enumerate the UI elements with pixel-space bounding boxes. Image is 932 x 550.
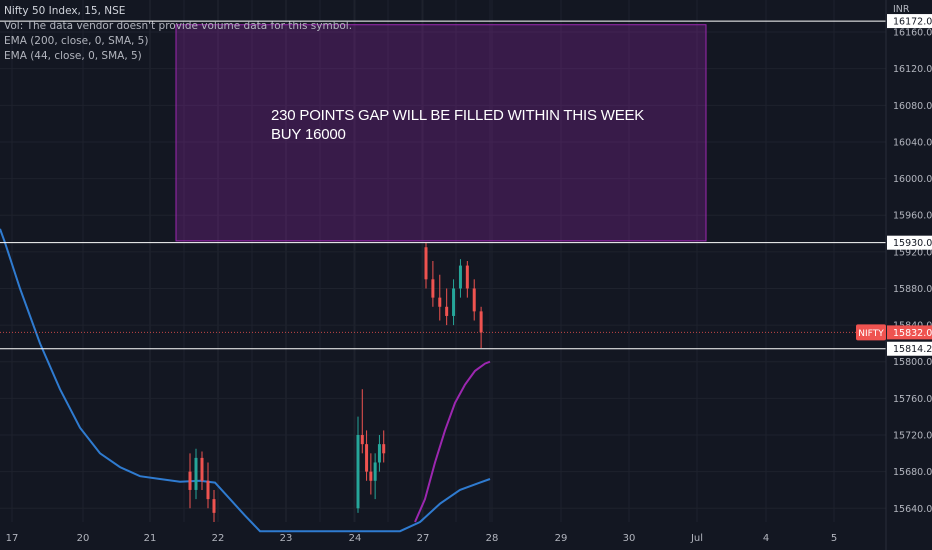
candle-body[interactable] xyxy=(206,480,210,500)
horizontal-line-tag xyxy=(887,14,932,29)
candle-body[interactable] xyxy=(365,444,369,472)
y-tick-label: 16160.00 xyxy=(893,28,932,39)
last-price-tag xyxy=(887,325,932,340)
symbol-tag[interactable] xyxy=(856,324,886,341)
y-tick-label: 16080.00 xyxy=(893,101,932,112)
x-tick-label: 21 xyxy=(144,533,157,544)
annotation-line-1: 230 POINTS GAP WILL BE FILLED WITHIN THI… xyxy=(271,107,645,124)
candle-body[interactable] xyxy=(445,306,449,316)
candle-body[interactable] xyxy=(194,457,198,490)
last-price-value: 15832.05 xyxy=(893,328,932,339)
horizontal-line-tag xyxy=(887,235,932,250)
time-axis-labels: 17 20 21 22 23 24 27 28 29 30 Jul 4 5 xyxy=(6,533,838,544)
candle-body[interactable] xyxy=(212,499,216,513)
y-tick-label: 15760.00 xyxy=(893,394,932,405)
indicator-ema-200[interactable]: EMA (200, close, 0, SMA, 5) xyxy=(4,35,149,47)
x-tick-label: 4 xyxy=(763,533,769,544)
y-tick-label: 15800.00 xyxy=(893,357,932,368)
x-tick-label: 5 xyxy=(831,533,837,544)
x-tick-label: 30 xyxy=(623,533,636,544)
candle-body[interactable] xyxy=(369,471,373,481)
ema-44-line[interactable] xyxy=(414,360,491,523)
symbol-tag-name: NIFTY xyxy=(858,329,884,339)
price-tags-layer: 16172.00 15930.00 15814.20 NIFTY 15832.05 xyxy=(856,14,932,356)
x-tick-label: 27 xyxy=(417,533,430,544)
horizontal-line-price: 15930.00 xyxy=(893,238,932,249)
y-tick-label: 15960.00 xyxy=(893,211,932,222)
x-tick-label: 24 xyxy=(349,533,362,544)
candle-body[interactable] xyxy=(452,288,456,316)
x-tick-label: 23 xyxy=(280,533,293,544)
horizontal-line-price: 16172.00 xyxy=(893,17,932,28)
x-tick-label: Jul xyxy=(690,533,703,544)
y-tick-label: 15920.00 xyxy=(893,247,932,258)
candle-body[interactable] xyxy=(424,247,428,280)
candle-body[interactable] xyxy=(373,462,377,481)
y-tick-label: 15720.00 xyxy=(893,431,932,442)
candle-body[interactable] xyxy=(472,288,476,312)
gap-box-layer xyxy=(175,24,707,242)
y-tick-label: 15680.00 xyxy=(893,467,932,478)
currency-label: INR xyxy=(893,4,910,15)
candle-body[interactable] xyxy=(431,279,435,298)
symbol-title[interactable]: Nifty 50 Index, 15, NSE xyxy=(4,5,126,17)
y-tick-label: 16000.00 xyxy=(893,174,932,185)
x-tick-label: 28 xyxy=(486,533,499,544)
candles-layer xyxy=(188,242,483,522)
x-tick-label: 29 xyxy=(555,533,568,544)
annotation-line-2: BUY 16000 xyxy=(271,126,346,143)
candle-body[interactable] xyxy=(356,435,360,509)
y-tick-label: 15880.00 xyxy=(893,284,932,295)
gap-annotation[interactable]: 230 POINTS GAP WILL BE FILLED WITHIN THI… xyxy=(271,106,644,144)
candle-body[interactable] xyxy=(188,471,192,490)
candle-body[interactable] xyxy=(200,457,204,481)
horizontal-line-price: 15814.20 xyxy=(893,344,932,355)
horizontal-line-tag xyxy=(887,341,932,356)
candle-body[interactable] xyxy=(382,444,386,454)
y-tick-label: 15640.00 xyxy=(893,504,932,515)
chart-legend: Nifty 50 Index, 15, NSE Vol: The data ve… xyxy=(4,4,352,64)
candle-body[interactable] xyxy=(360,435,364,445)
volume-note: Vol: The data vendor doesn't provide vol… xyxy=(4,20,353,32)
y-tick-label: 16120.00 xyxy=(893,64,932,75)
horizontal-lines-layer xyxy=(0,20,886,350)
x-tick-label: 22 xyxy=(212,533,225,544)
candle-body[interactable] xyxy=(458,265,462,289)
x-tick-label: 17 xyxy=(6,533,19,544)
candle-body[interactable] xyxy=(465,265,469,289)
gap-box[interactable] xyxy=(175,24,707,242)
x-tick-label: 20 xyxy=(77,533,90,544)
candle-body[interactable] xyxy=(377,444,381,463)
candle-body[interactable] xyxy=(479,311,483,333)
y-tick-label: 16040.00 xyxy=(893,137,932,148)
candle-body[interactable] xyxy=(438,297,442,307)
price-axis[interactable] xyxy=(886,0,932,550)
indicator-ema-44[interactable]: EMA (44, close, 0, SMA, 5) xyxy=(4,50,142,62)
